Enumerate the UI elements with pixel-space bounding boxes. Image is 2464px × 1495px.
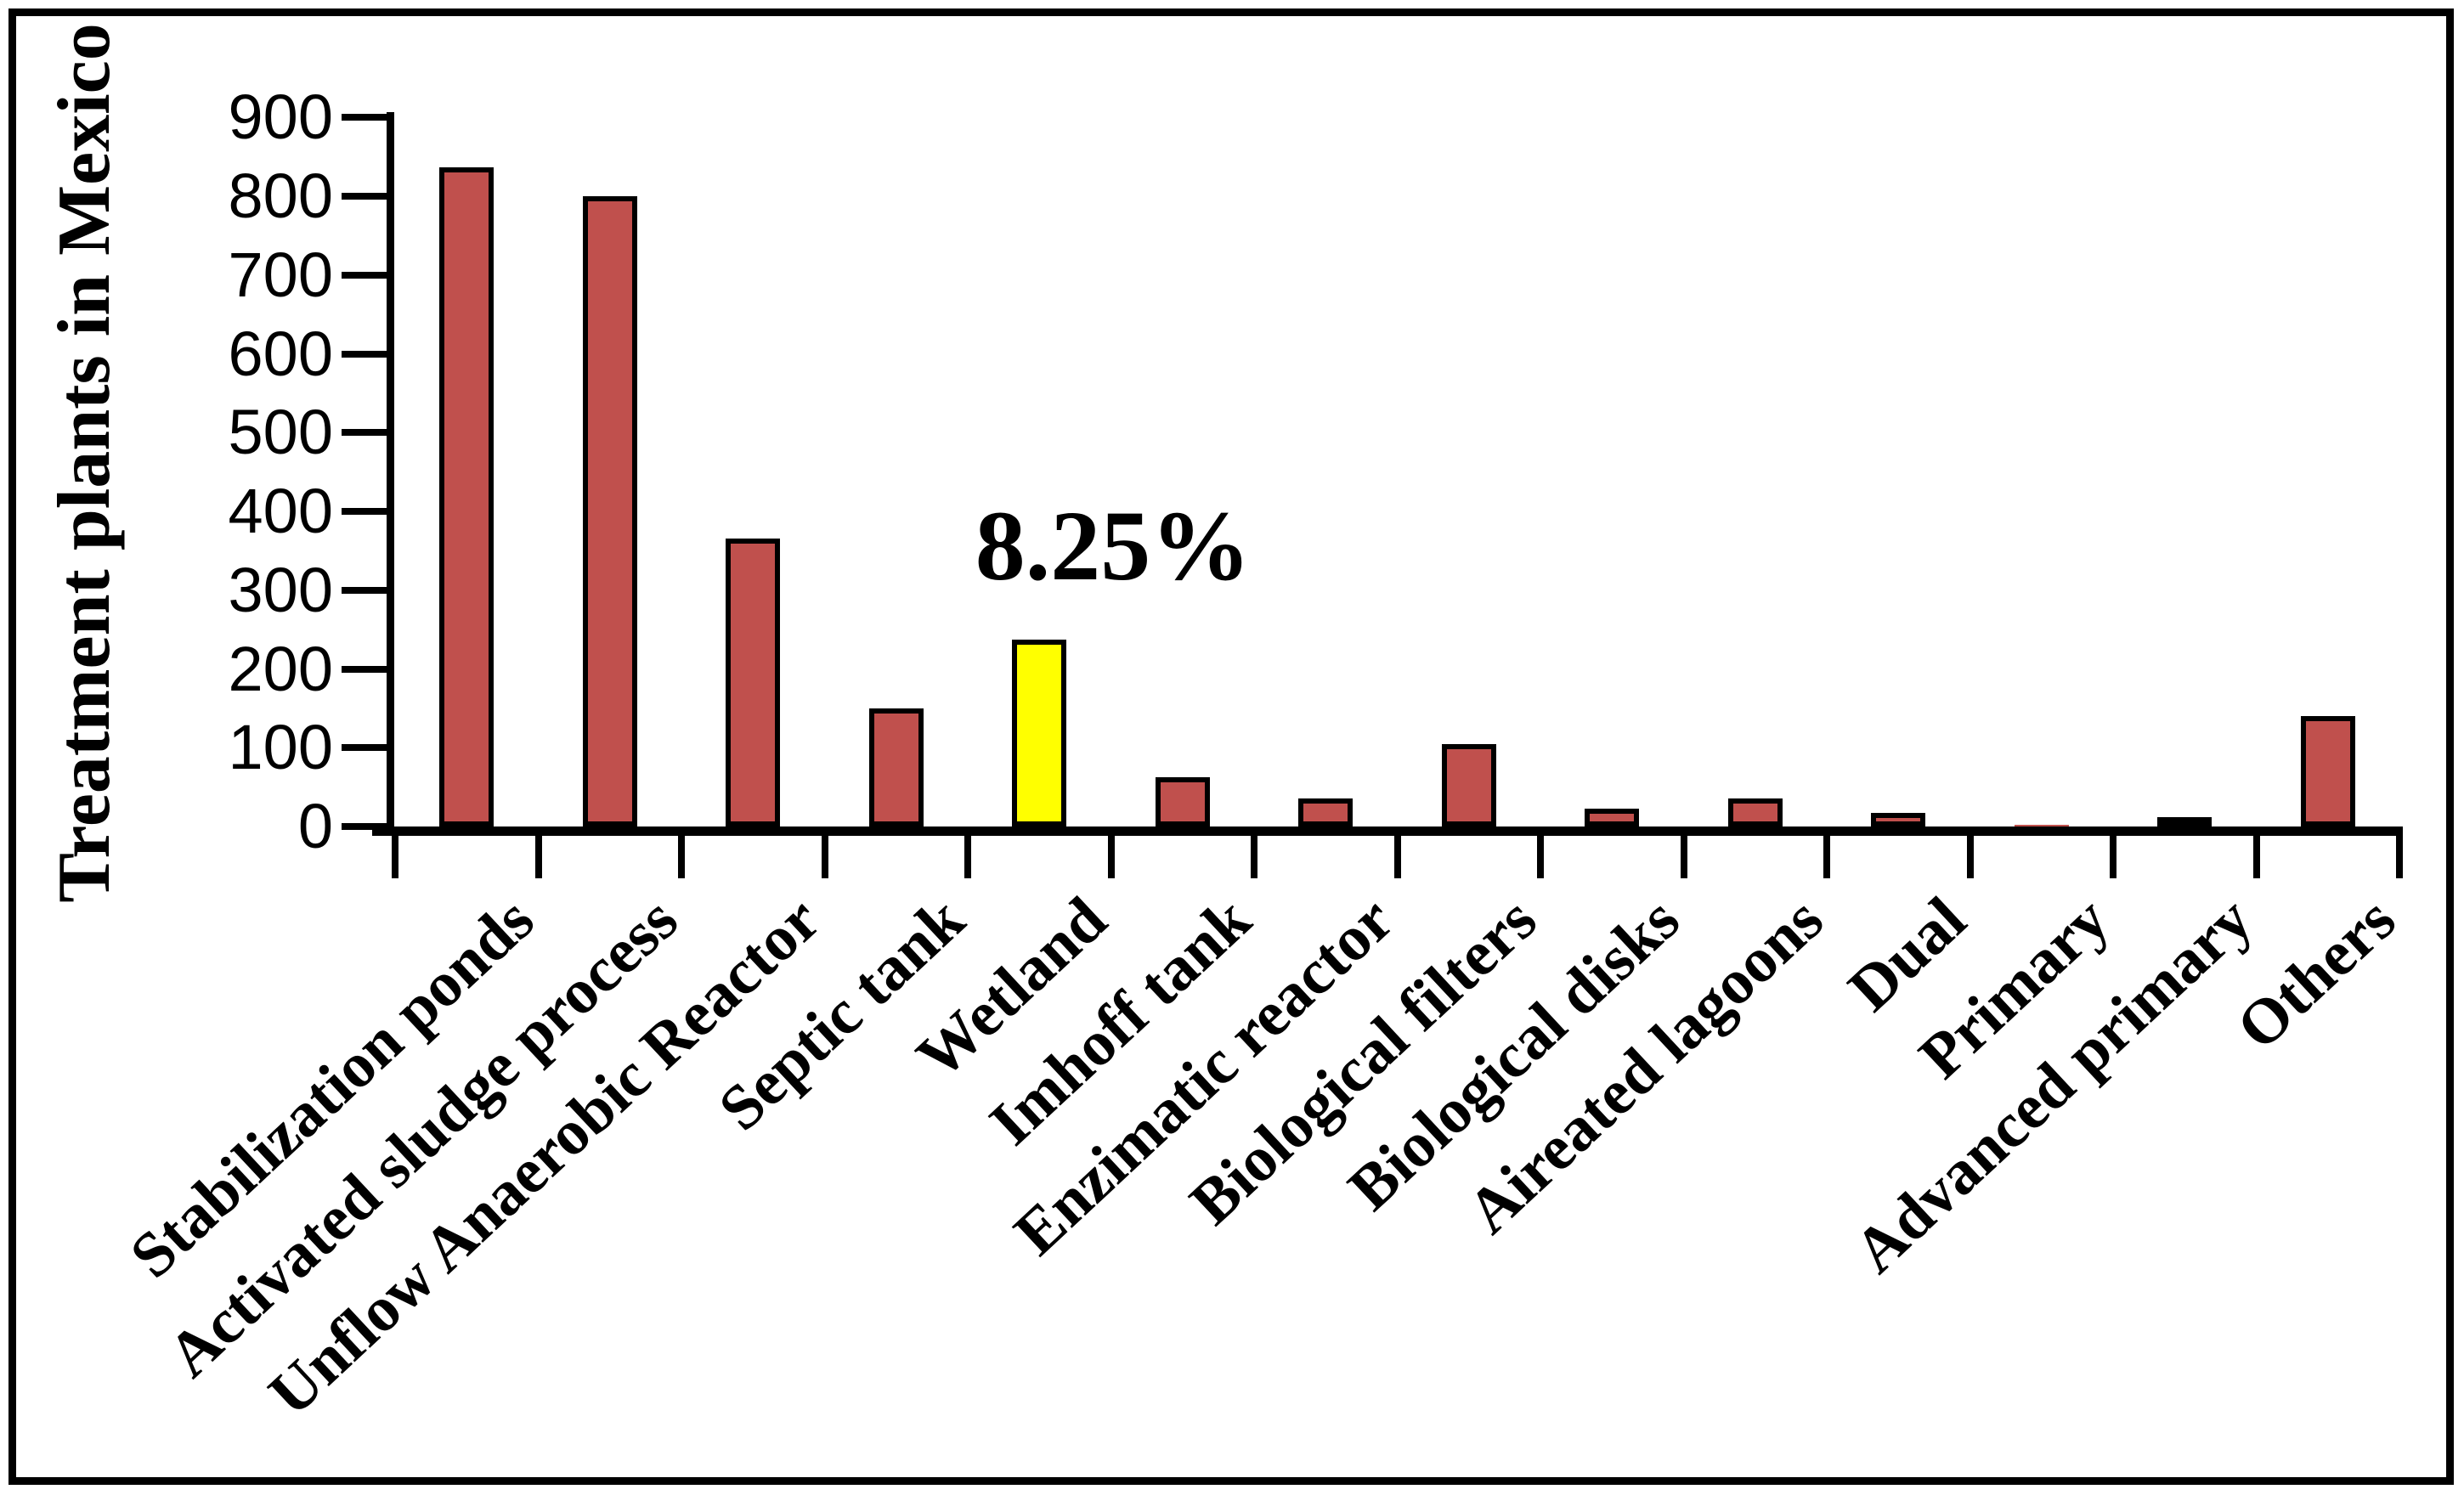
y-tick (342, 272, 390, 279)
y-tick (342, 823, 390, 830)
y-tick (342, 351, 390, 358)
bar-unflow-anaerobic-reactor (726, 539, 780, 826)
y-tick-label: 700 (228, 240, 333, 310)
bar-septic-tank (869, 708, 924, 826)
bar-aireated-lagoons (1728, 798, 1783, 826)
y-tick-label: 100 (228, 712, 333, 782)
x-tick (2253, 836, 2260, 878)
y-tick-label: 900 (228, 82, 333, 152)
bar-dual (1871, 813, 1925, 826)
x-tick (2110, 836, 2116, 878)
bar-enzimatic-reactor (1298, 798, 1353, 826)
x-tick (1394, 836, 1401, 878)
y-tick (342, 508, 390, 515)
y-tick (342, 666, 390, 673)
bar-stabilization-ponds (439, 167, 494, 826)
x-tick (1108, 836, 1115, 878)
y-tick-label: 300 (228, 555, 333, 625)
x-tick (1967, 836, 1974, 878)
x-tick (964, 836, 971, 878)
wetland-percentage-annotation: 8.25% (975, 490, 1252, 601)
y-tick-label: 500 (228, 397, 333, 467)
y-tick (342, 587, 390, 594)
x-category-label: Others (2224, 883, 2410, 1063)
bar-others (2301, 716, 2355, 826)
bar-activated-sludge-process (583, 196, 637, 826)
chart-frame (8, 8, 2454, 1485)
bar-biological-disks (1585, 809, 1639, 826)
x-tick (535, 836, 542, 878)
x-category-label: Unflow Anaerobic Reactor (256, 883, 834, 1430)
bar-advanced-primary (2157, 817, 2212, 827)
y-tick (342, 193, 390, 200)
x-tick (678, 836, 685, 878)
y-tick-label: 600 (228, 319, 333, 389)
x-tick (822, 836, 828, 878)
y-tick-label: 800 (228, 161, 333, 231)
x-tick (1537, 836, 1544, 878)
x-axis-line (372, 826, 2403, 836)
y-tick (342, 429, 390, 436)
y-axis-line (387, 112, 394, 836)
y-tick-label: 200 (228, 634, 333, 704)
bar-biological-filters (1442, 744, 1496, 826)
x-tick (2396, 836, 2403, 878)
y-tick (342, 114, 390, 121)
y-tick-label: 0 (297, 791, 333, 861)
bar-imhoff-tank (1156, 777, 1210, 826)
bar-wetland (1012, 640, 1066, 826)
bar-primary (2015, 825, 2069, 826)
y-tick-label: 400 (228, 476, 333, 546)
y-tick (342, 744, 390, 751)
x-tick (392, 836, 398, 878)
x-tick (1823, 836, 1830, 878)
x-tick (1251, 836, 1257, 878)
x-tick (1681, 836, 1687, 878)
